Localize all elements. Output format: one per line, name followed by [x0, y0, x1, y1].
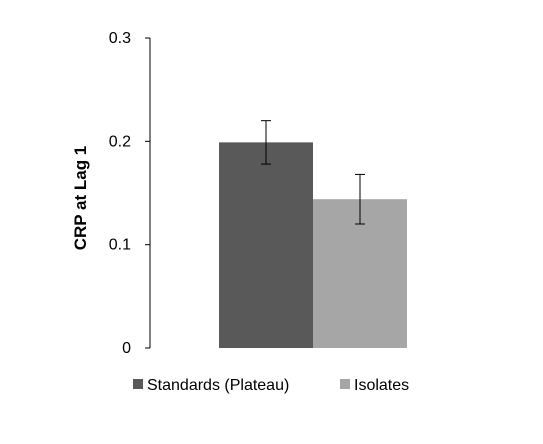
bars — [219, 142, 407, 348]
legend: Standards (Plateau) Isolates — [133, 377, 409, 394]
y-ticks: 0 0.1 0.2 0.3 — [109, 30, 150, 357]
y-tick-label: 0.3 — [109, 30, 131, 47]
y-tick-label: 0 — [122, 340, 131, 357]
legend-label-1: Isolates — [354, 377, 409, 394]
axes: 0 0.1 0.2 0.3 — [109, 30, 151, 357]
legend-swatch-1 — [340, 379, 350, 389]
bar-0 — [219, 142, 313, 348]
y-tick-label: 0.1 — [109, 237, 131, 254]
error-bars — [261, 120, 365, 225]
y-tick-label: 0.2 — [109, 133, 131, 150]
legend-swatch-0 — [133, 379, 143, 389]
legend-label-0: Standards (Plateau) — [147, 377, 289, 394]
y-axis-label: CRP at Lag 1 — [71, 146, 90, 251]
